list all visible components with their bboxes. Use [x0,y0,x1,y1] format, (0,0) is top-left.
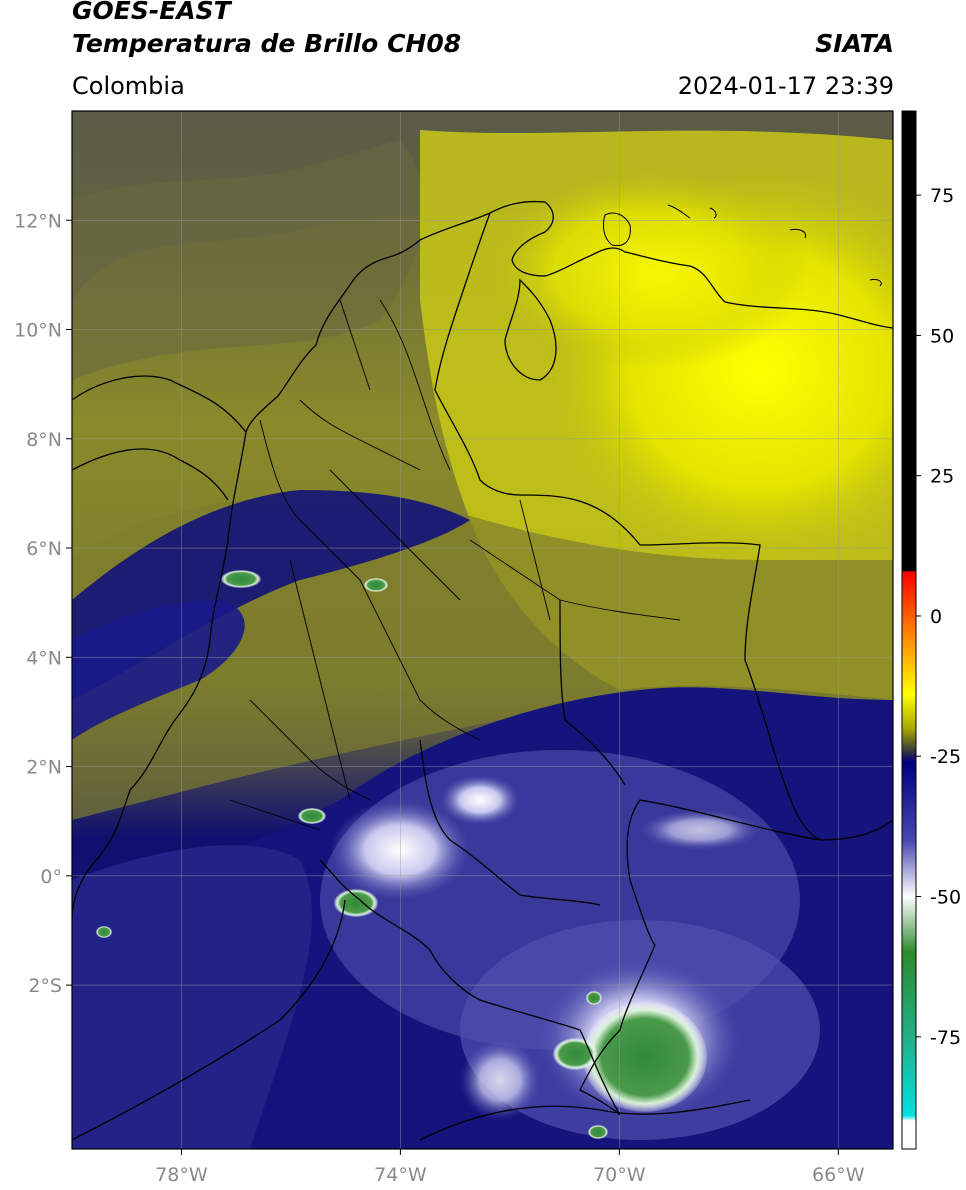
product-title: Temperatura de Brillo CH08 [72,29,462,58]
graticule [72,111,893,1149]
lake-maracaibo [504,278,557,381]
agency-label: SIATA [815,29,894,58]
lon-tick-label: 70°W [593,1164,646,1186]
lon-tick-label: 78°W [155,1164,208,1186]
lat-tick-label: 8°N [26,429,62,451]
brightness-temperature-field [72,111,893,1149]
lat-tick-label: 0° [40,866,62,888]
datetime-label: 2024-01-17 23:39 [677,72,894,100]
pacific-coastline [72,431,247,921]
lat-tick-label: 12°N [14,210,62,232]
latitude-axis: 12°N 10°N 8°N 6°N 4°N 2°N 0° 2°S [14,210,72,997]
colorbar-tick-label: -75 [930,1027,961,1049]
colorbar [901,110,917,1150]
lat-tick-label: 10°N [14,320,62,342]
lat-tick-label: 2°S [28,975,62,997]
lat-tick-label: 4°N [26,647,62,669]
colorbar-tick-label: 25 [930,466,954,488]
colorbar-ticks: 75 50 25 0 -25 -50 -75 [916,185,961,1049]
panama-coastline [72,375,247,433]
lon-tick-label: 74°W [374,1164,427,1186]
satellite-title: GOES-EAST [72,0,231,25]
colorbar-tick-label: -25 [930,746,961,768]
coastline-and-borders [72,200,893,1141]
lat-tick-label: 2°N [26,757,62,779]
caribbean-coastline [245,200,893,433]
longitude-axis: 78°W 74°W 70°W 66°W [155,1149,865,1186]
colorbar-tick-label: 0 [930,606,942,628]
map-frame [71,110,894,1150]
colorbar-tick-label: 50 [930,325,954,347]
lon-tick-label: 66°W [812,1164,865,1186]
colorbar-tick-label: -50 [930,887,961,909]
colombia-border [319,212,821,1116]
colorbar-tick-label: 75 [930,185,954,207]
region-label: Colombia [72,72,185,100]
lat-tick-label: 6°N [26,538,62,560]
